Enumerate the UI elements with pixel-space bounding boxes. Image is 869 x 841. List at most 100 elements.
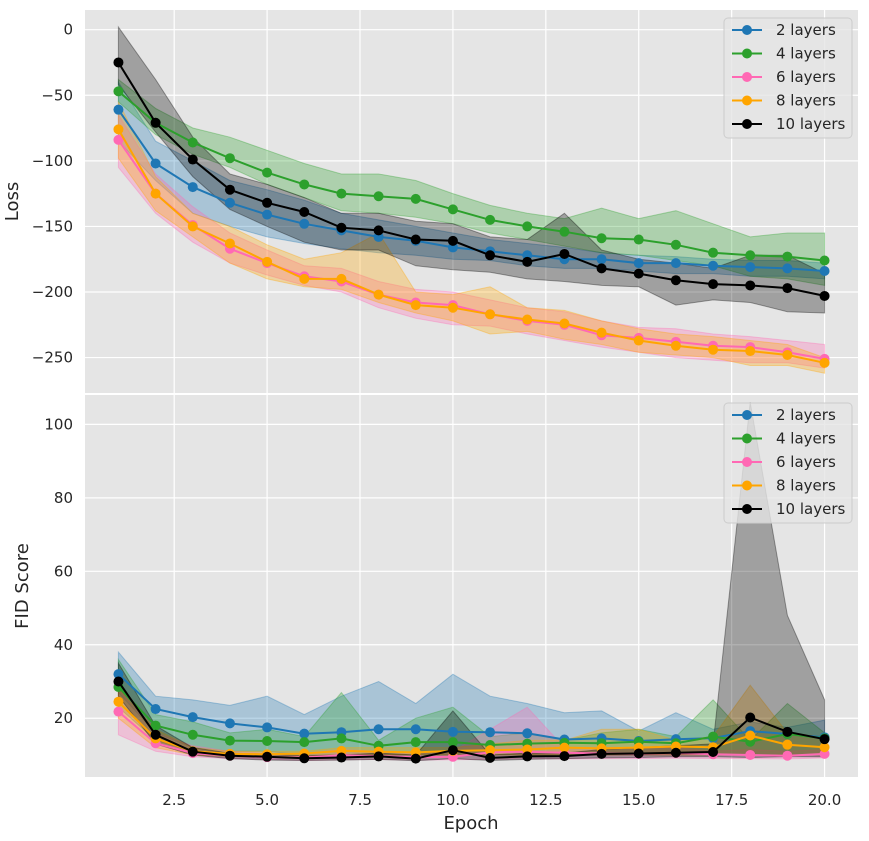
series-line-8-layers — [117, 128, 825, 364]
data-point — [670, 275, 681, 286]
legend-label: 4 layers — [776, 430, 836, 448]
x-tick-label: 20.0 — [808, 791, 841, 809]
legend-label: 2 layers — [776, 406, 836, 424]
x-tick-label: 12.5 — [529, 791, 562, 809]
data-point — [224, 197, 235, 208]
legend-label: 10 layers — [776, 500, 845, 518]
data-point — [819, 290, 830, 301]
x-tick-label: 2.5 — [162, 791, 186, 809]
y-tick-label: −150 — [32, 217, 73, 235]
legend-marker — [742, 95, 752, 106]
legend-marker — [742, 48, 752, 59]
legend-label: 2 layers — [776, 21, 836, 39]
data-point — [485, 214, 496, 225]
legend-label: 10 layers — [776, 115, 845, 133]
data-point — [336, 222, 347, 233]
data-point — [708, 344, 719, 355]
data-point — [113, 104, 124, 115]
data-point — [485, 745, 496, 756]
data-point — [373, 751, 384, 762]
data-point — [745, 280, 756, 291]
data-point — [224, 718, 235, 729]
legend-marker — [742, 410, 752, 420]
y-axis-label: FID Score — [12, 543, 33, 629]
x-tick-label: 7.5 — [348, 791, 372, 809]
data-point — [782, 750, 793, 761]
data-point — [745, 749, 756, 760]
data-point — [670, 258, 681, 269]
data-point — [670, 239, 681, 250]
data-point — [224, 184, 235, 195]
data-point — [113, 669, 124, 680]
data-point — [447, 302, 458, 313]
data-point — [150, 158, 161, 169]
series-line-8-layers — [117, 700, 825, 756]
data-point — [410, 234, 421, 245]
data-point — [633, 234, 644, 245]
data-point — [373, 191, 384, 202]
data-point — [299, 206, 310, 217]
data-point — [187, 746, 198, 757]
data-point — [262, 751, 273, 762]
data-point — [447, 204, 458, 215]
legend-label: 8 layers — [776, 92, 836, 110]
series-line-4-layers — [117, 686, 825, 747]
data-point — [262, 209, 273, 220]
data-point — [410, 300, 421, 311]
data-point — [113, 676, 124, 687]
data-point — [187, 729, 198, 740]
y-tick-label: −50 — [41, 86, 73, 104]
data-point — [782, 251, 793, 262]
legend-marker — [742, 433, 752, 444]
data-point — [782, 349, 793, 360]
loss-panel: 0 −50 −100 −150 −200 −250 Loss 2 layers 4 layers… — [2, 10, 858, 393]
data-point — [633, 258, 644, 269]
data-point — [819, 742, 830, 753]
series-line-6-layers — [117, 139, 825, 360]
data-point — [113, 124, 124, 135]
data-point — [113, 706, 124, 717]
data-point — [410, 737, 421, 748]
data-point — [596, 254, 607, 265]
y-axis-label: Loss — [2, 182, 23, 221]
x-tick-label: 10.0 — [436, 791, 469, 809]
data-point — [447, 235, 458, 246]
data-point — [150, 729, 161, 740]
data-point — [150, 704, 161, 715]
data-point — [708, 247, 719, 258]
y-tick-label: 100 — [44, 415, 73, 433]
data-point — [559, 742, 570, 753]
y-tick-label: 80 — [54, 489, 73, 507]
data-point — [113, 57, 124, 68]
data-point — [447, 726, 458, 737]
series-line-10-layers — [117, 680, 825, 760]
legend-marker — [742, 504, 752, 514]
y-tick-label: 20 — [54, 709, 73, 727]
data-point — [336, 733, 347, 744]
data-point — [522, 751, 533, 762]
data-point — [150, 117, 161, 128]
data-point — [819, 734, 830, 745]
y-tick-label: −200 — [32, 283, 73, 301]
data-point — [522, 744, 533, 755]
data-point — [187, 154, 198, 165]
y-tick-label: −250 — [32, 349, 73, 367]
data-point — [150, 188, 161, 199]
data-point — [447, 737, 458, 748]
data-point — [299, 737, 310, 748]
data-point — [708, 260, 719, 271]
y-tick-label: 0 — [63, 21, 73, 39]
data-point — [596, 263, 607, 274]
data-point — [485, 250, 496, 261]
data-point — [485, 309, 496, 320]
data-point — [559, 248, 570, 259]
data-point — [299, 753, 310, 764]
data-point — [299, 728, 310, 739]
data-point — [782, 739, 793, 750]
legend-marker — [742, 119, 752, 129]
data-point — [113, 134, 124, 145]
legend-box — [723, 17, 853, 139]
data-point — [262, 256, 273, 267]
legend-label: 4 layers — [776, 45, 836, 63]
